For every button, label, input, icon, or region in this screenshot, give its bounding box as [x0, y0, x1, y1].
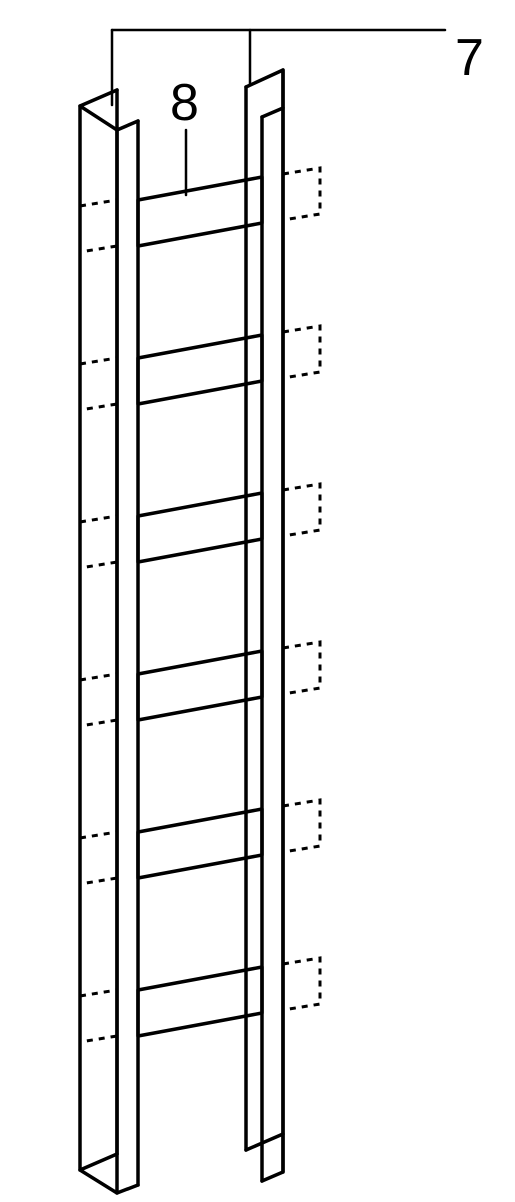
technical-figure: 7 8: [0, 0, 515, 1202]
right-rail-top: [246, 70, 283, 117]
rung-visible-0: [138, 177, 262, 246]
rung-hidden-left-1: [80, 358, 117, 410]
rung-visible-2: [138, 493, 262, 562]
rung-hidden-left-2: [80, 516, 117, 568]
rung-hidden-right-0: [283, 168, 320, 220]
rung-hidden-left-4: [80, 832, 117, 884]
rung-hidden-left-0: [80, 200, 117, 252]
rung-hidden-right-1: [283, 326, 320, 378]
rung-visible-3: [138, 651, 262, 720]
label-7: 7: [455, 29, 484, 87]
rung-hidden-left-5: [80, 990, 117, 1042]
rung-hidden-right-4: [283, 800, 320, 852]
rung-hidden-left-3: [80, 674, 117, 726]
label-8: 8: [170, 74, 199, 132]
right-rail-bottom: [246, 1134, 283, 1181]
left-rail-bottom: [80, 1154, 138, 1193]
rung-hidden-right-3: [283, 642, 320, 694]
rung-visible-1: [138, 335, 262, 404]
rung-visible-4: [138, 809, 262, 878]
rung-hidden-right-5: [283, 958, 320, 1010]
left-rail-top: [80, 90, 138, 130]
rung-hidden-right-2: [283, 484, 320, 536]
rung-visible-5: [138, 967, 262, 1036]
